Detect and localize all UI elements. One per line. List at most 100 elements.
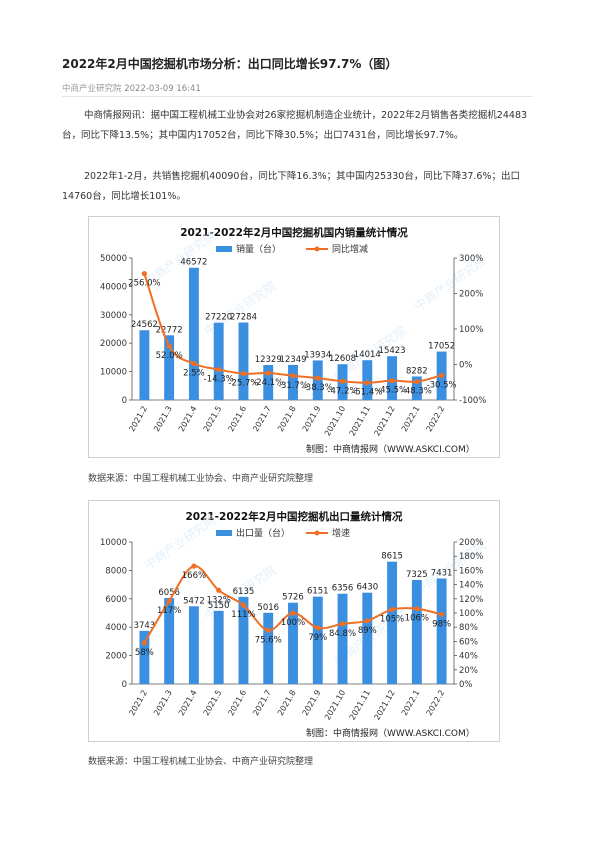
chart2-caption: 数据来源：中国工程机械工业协会、中商产业研究院整理: [88, 757, 314, 767]
line-point: [364, 380, 370, 386]
chart-title: 2021-2022年2月中国挖掘机出口量统计情况: [185, 510, 403, 523]
paragraph-1: 中商情报网讯：据中国工程机械工业协会对26家挖掘机制造企业统计，2022年2月销…: [62, 110, 528, 141]
domestic-sales-chart: 2021-2022年2月中国挖掘机国内销量统计情况中商产业研究院中商产业研究院中…: [88, 216, 500, 458]
line-point: [414, 379, 420, 385]
bar-value-label: 5150: [208, 601, 230, 611]
line-value-label: 106%: [405, 614, 429, 624]
y-tick-label-right: 100%: [459, 609, 483, 619]
y-tick-label-right: 200%: [459, 538, 483, 548]
bar: [263, 364, 274, 400]
bar: [213, 322, 224, 400]
article-title: 2022年2月中国挖掘机市场分析：出口同比增长97.7%（图）: [62, 57, 398, 71]
legend-line-marker: [314, 246, 320, 252]
legend-line-label: 增速: [332, 527, 350, 539]
y-tick-label-left: 20000: [100, 339, 127, 349]
line-value-label: -47.2%: [327, 386, 357, 396]
article-source[interactable]: 中商产业研究院: [62, 84, 122, 94]
bar: [238, 596, 249, 684]
bar: [238, 322, 249, 400]
line-value-label: 2.5%: [183, 369, 205, 379]
line-value-label: 79%: [308, 633, 327, 643]
legend-line-marker: [314, 530, 320, 536]
legend-bar-swatch: [216, 530, 232, 536]
line-point: [216, 366, 222, 373]
y-tick-label-left: 4000: [105, 623, 127, 633]
line-value-label: 98%: [432, 619, 451, 629]
bar-value-label: 22772: [156, 325, 183, 335]
line-point: [216, 587, 222, 593]
bar: [139, 330, 150, 400]
y-tick-label-right: 60%: [459, 637, 478, 647]
bar-value-label: 6135: [233, 587, 255, 597]
line-value-label: 75.6%: [255, 635, 282, 645]
bar: [288, 364, 298, 400]
bar-value-label: 15423: [379, 346, 406, 356]
y-tick-label-left: 40000: [100, 282, 127, 292]
bar: [164, 335, 175, 400]
bar: [164, 598, 175, 684]
line-point: [191, 563, 197, 569]
line-point: [439, 611, 445, 618]
bar-value-label: 27220: [205, 313, 232, 323]
bar: [362, 360, 373, 400]
y-tick-label-left: 8000: [105, 566, 127, 576]
line-point: [414, 606, 420, 612]
line-value-label: -30.5%: [427, 380, 457, 390]
y-tick-label-left: 10000: [100, 368, 127, 378]
line-value-label: 256.0%: [128, 279, 160, 289]
bar-value-label: 5472: [183, 596, 205, 606]
line-point: [364, 618, 370, 624]
bar: [411, 579, 422, 684]
line-point: [265, 370, 271, 376]
line-point: [389, 606, 395, 613]
line-value-label: 58%: [135, 648, 154, 658]
legend-bar-swatch: [216, 246, 232, 252]
y-tick-label-left: 50000: [100, 254, 127, 264]
y-tick-label-right: 0%: [459, 361, 473, 371]
y-tick-label-right: 200%: [459, 290, 483, 300]
bar-value-label: 7325: [406, 570, 428, 580]
y-tick-label-right: 100%: [459, 325, 483, 335]
line-point: [389, 378, 395, 384]
bar: [411, 376, 422, 400]
line-point: [191, 361, 197, 367]
line-point: [265, 627, 271, 633]
legend-bar-label: 销量（台）: [236, 243, 281, 255]
bar-value-label: 3743: [134, 621, 156, 631]
line-value-label: 166%: [182, 571, 206, 581]
bar-value-label: 24562: [131, 320, 158, 330]
y-tick-label-left: 10000: [100, 538, 127, 548]
line-value-label: -38.3%: [303, 383, 333, 393]
line-value-label: -25.7%: [228, 379, 258, 389]
bar: [362, 592, 373, 684]
y-tick-label-right: 80%: [459, 623, 478, 633]
line-value-label: 52.0%: [156, 351, 183, 361]
y-tick-label-left: 0: [122, 396, 127, 406]
line-point: [166, 343, 172, 349]
line-value-label: -51.4%: [352, 388, 382, 398]
line-point: [339, 621, 346, 627]
bar: [288, 602, 298, 684]
bar: [263, 612, 274, 684]
y-tick-label-left: 2000: [105, 652, 127, 662]
line-value-label: 117%: [157, 606, 181, 616]
bar-value-label: 12349: [279, 355, 306, 365]
line-value-label: -24.1%: [253, 378, 283, 388]
title-divider: [62, 96, 533, 97]
line-value-label: 111%: [231, 610, 255, 620]
bar: [387, 561, 398, 684]
bar: [312, 596, 323, 684]
y-tick-label-left: 0: [122, 680, 127, 690]
bar-value-label: 8282: [406, 366, 428, 376]
y-tick-label-right: 120%: [459, 595, 483, 605]
y-tick-label-right: 40%: [459, 652, 478, 662]
line-point: [141, 271, 147, 277]
line-point: [240, 602, 247, 608]
line-point: [315, 625, 321, 631]
line-value-label: 89%: [358, 626, 377, 636]
bar: [139, 630, 150, 684]
chart-footer: 制图：中商情报网（WWW.ASKCI.COM）: [306, 727, 475, 739]
bar-value-label: 7431: [431, 568, 453, 578]
bar-value-label: 6430: [356, 583, 378, 593]
